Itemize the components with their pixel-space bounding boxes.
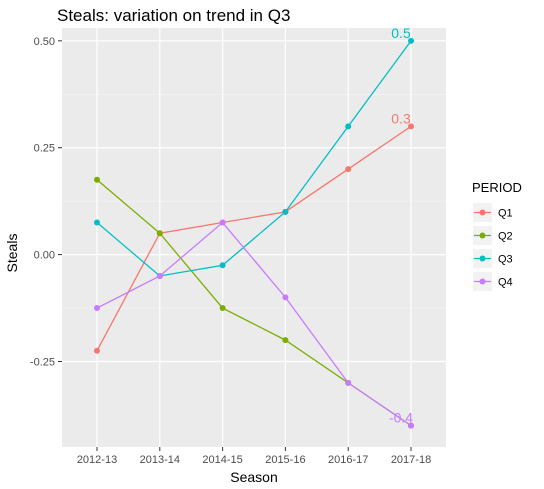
legend-label: Q3 xyxy=(498,254,513,266)
data-point xyxy=(408,422,414,429)
data-annotations: 0.3 0.5 -0.4 xyxy=(389,25,413,426)
legend-item-q3: Q3 xyxy=(473,249,513,268)
x-tick-label: 2017-18 xyxy=(391,454,431,466)
data-point xyxy=(345,379,352,386)
legend: PERIOD Q1 Q2 Q3 Q4 xyxy=(472,180,522,291)
y-axis-ticks: -0.25 0.00 0.25 0.50 xyxy=(30,36,62,368)
data-point xyxy=(345,123,352,130)
data-point xyxy=(282,294,289,301)
legend-point xyxy=(479,232,486,239)
data-label: 0.5 xyxy=(391,25,411,41)
y-axis-title: Steals xyxy=(4,234,20,273)
legend-point xyxy=(479,255,486,262)
legend-item-q4: Q4 xyxy=(473,272,513,291)
data-point xyxy=(94,176,100,183)
y-tick-label: 0.25 xyxy=(34,143,55,155)
data-point xyxy=(156,272,163,279)
data-point xyxy=(219,219,226,226)
series-line xyxy=(96,221,412,427)
data-point xyxy=(94,305,100,312)
x-axis-ticks: 2012-13 2013-14 2014-15 2015-16 2016-17 2017-… xyxy=(77,447,431,466)
chart-title: Steals: variation on trend in Q3 xyxy=(57,6,290,25)
grid-lines xyxy=(62,28,446,447)
series-lines xyxy=(94,37,414,429)
legend-label: Q1 xyxy=(498,208,513,220)
x-tick-label: 2012-13 xyxy=(77,454,117,466)
series-q4 xyxy=(94,219,414,429)
data-point xyxy=(219,262,226,269)
y-tick-label: -0.25 xyxy=(30,356,55,368)
x-tick-label: 2015-16 xyxy=(265,454,305,466)
legend-point xyxy=(479,278,486,285)
x-tick-label: 2014-15 xyxy=(202,454,242,466)
y-tick-label: 0.00 xyxy=(34,250,55,262)
data-point xyxy=(345,166,352,173)
data-point xyxy=(408,123,414,130)
data-label: 0.3 xyxy=(391,110,411,126)
y-tick-label: 0.50 xyxy=(34,36,55,48)
data-point xyxy=(408,37,414,44)
legend-point xyxy=(479,209,486,216)
series-q3 xyxy=(94,37,414,279)
plot-panel xyxy=(62,28,446,447)
x-axis-title: Season xyxy=(230,469,277,485)
data-point xyxy=(156,230,163,237)
legend-label: Q2 xyxy=(498,231,513,243)
series-line xyxy=(96,125,412,352)
legend-item-q1: Q1 xyxy=(473,203,513,222)
data-label: -0.4 xyxy=(389,410,413,426)
legend-title: PERIOD xyxy=(472,180,522,195)
legend-item-q2: Q2 xyxy=(473,226,513,245)
data-point xyxy=(219,305,226,312)
series-line xyxy=(96,40,412,277)
data-point xyxy=(282,337,289,344)
data-point xyxy=(282,208,289,215)
data-point xyxy=(94,219,100,226)
x-tick-label: 2016-17 xyxy=(328,454,368,466)
legend-label: Q4 xyxy=(498,277,513,289)
data-point xyxy=(94,347,100,354)
x-tick-label: 2013-14 xyxy=(140,454,180,466)
